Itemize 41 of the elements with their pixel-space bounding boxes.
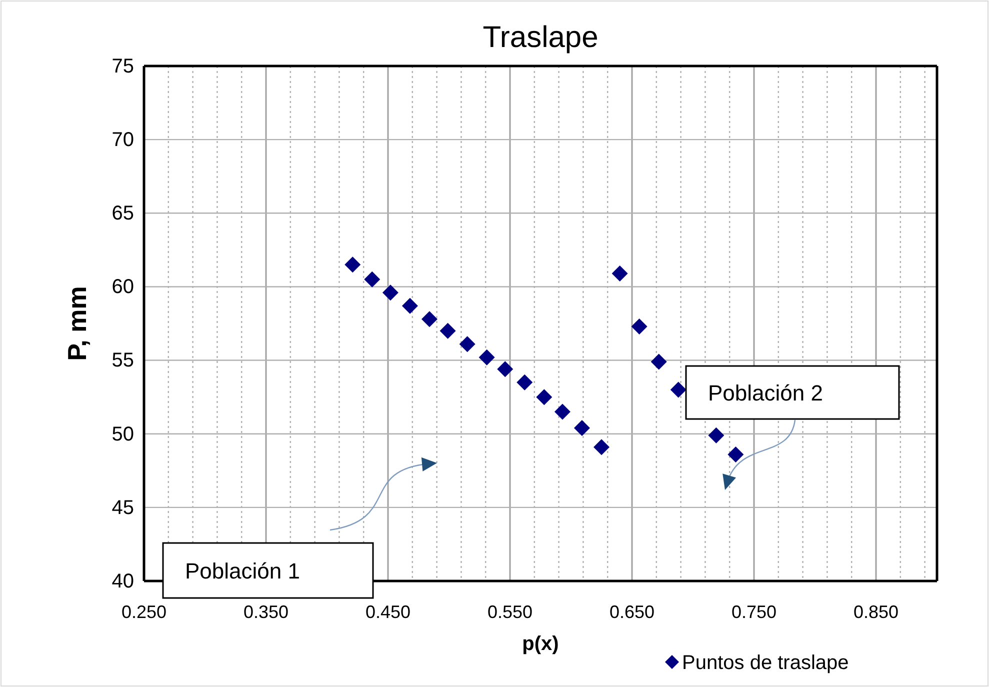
point	[536, 389, 552, 406]
y-tick-label: 70	[112, 128, 134, 151]
point	[497, 361, 514, 378]
y-tick-label: 55	[112, 350, 134, 372]
point	[612, 265, 628, 282]
y-tick-label: 40	[112, 570, 134, 592]
point	[516, 374, 533, 390]
x-tick-label: 0.850	[853, 602, 899, 622]
y-tick-label: 45	[112, 496, 134, 519]
annotation: Población 1	[185, 558, 300, 584]
point	[650, 354, 667, 370]
point	[708, 427, 724, 444]
y-axis-title: P, mm	[62, 286, 92, 361]
point	[459, 336, 476, 352]
point	[574, 420, 590, 436]
x-axis-title: p(x)	[522, 633, 559, 655]
point	[440, 322, 456, 339]
x-tick-label: 0.650	[609, 602, 655, 622]
point	[402, 298, 418, 314]
x-tick-label: 0.350	[243, 602, 289, 622]
point	[594, 439, 610, 456]
annotation: Población 2	[708, 380, 823, 406]
point	[421, 311, 438, 328]
legend-label: Puntos de traslape	[682, 652, 849, 674]
point	[554, 404, 570, 420]
y-tick-label: 60	[112, 276, 134, 298]
y-tick-label: 65	[112, 202, 134, 225]
point	[631, 318, 648, 334]
point	[344, 256, 361, 273]
x-tick-label: 0.750	[731, 602, 777, 622]
point	[364, 271, 380, 288]
y-tick-label: 75	[112, 55, 134, 78]
point	[728, 446, 744, 462]
point	[382, 284, 398, 301]
point	[478, 349, 495, 366]
x-tick-label: 0.250	[121, 602, 167, 622]
chart-title: Traslape	[482, 21, 598, 54]
point	[670, 382, 686, 398]
y-tick-label: 50	[112, 423, 134, 446]
x-tick-label: 0.450	[365, 602, 411, 622]
x-tick-label: 0.550	[487, 602, 533, 622]
